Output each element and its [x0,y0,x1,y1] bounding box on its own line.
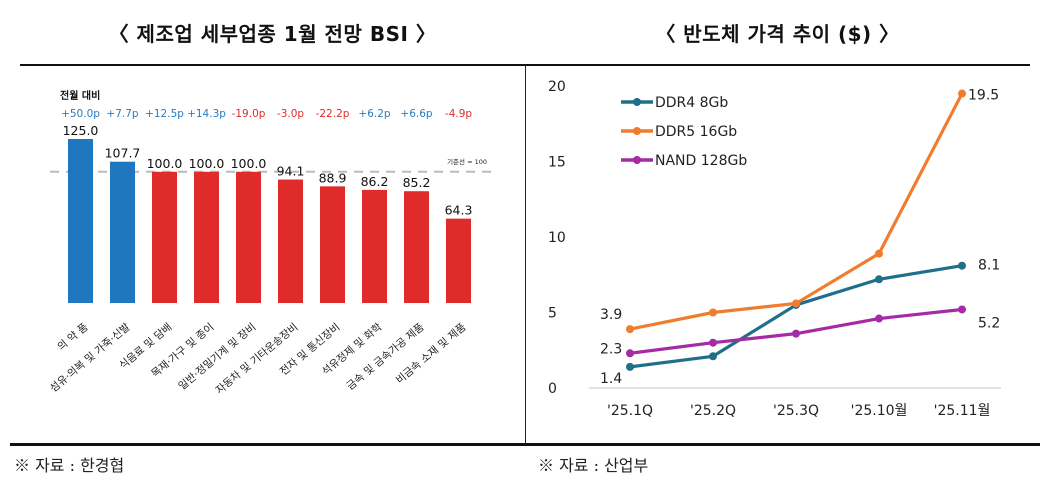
y-tick-label: 10 [548,230,566,246]
data-point [626,349,634,358]
category-label: 의 약 품 [55,321,90,353]
semiconductor-chart-title: 〈 반도체 가격 추이 ($) 〉 [655,22,900,46]
delta-label: -22.2p [316,108,350,120]
data-point [792,329,800,338]
delta-label: +14.3p [187,108,226,120]
data-point [958,305,966,314]
legend-label: NAND 128Gb [655,153,747,169]
delta-label: +6.2p [358,108,390,120]
bar-value-label: 100.0 [147,156,183,171]
data-point [792,299,800,308]
data-point [709,338,717,347]
bar-value-label: 100.0 [189,156,225,171]
data-point [709,308,717,317]
bar-value-label: 88.9 [319,170,347,185]
bar [446,218,471,303]
delta-label: +50.0p [61,108,100,120]
delta-label: -19.0p [232,108,266,120]
data-label: 5.2 [978,315,1000,331]
bar-value-label: 64.3 [445,203,473,218]
delta-label: +7.7p [106,108,138,120]
y-tick-label: 0 [548,381,557,397]
bar [404,191,429,303]
category-label: 섬유·의복 및 가죽·신발 [48,321,133,395]
category-label: 금속 및 금속가공 제품 [344,321,426,393]
source-note-right: ※ 자료 : 산업부 [538,456,649,475]
x-tick-label: '25.11월 [934,403,991,419]
data-point [626,362,634,371]
legend-marker [633,127,641,135]
source-note-left: ※ 자료 : 한경협 [14,456,125,475]
bar [236,171,261,303]
x-tick-label: '25.10월 [851,403,908,419]
category-label: 일반·정밀기계 및 장비 [176,320,259,392]
x-tick-label: '25.2Q [690,403,736,419]
bar-value-label: 107.7 [105,146,141,161]
bar [278,179,303,303]
data-label: 8.1 [978,258,1000,274]
data-point [958,261,966,270]
data-point [626,325,634,334]
reference-line-label: 기준선 = 100 [447,157,487,166]
y-tick-label: 15 [548,155,566,171]
data-point [958,89,966,98]
bar-value-label: 86.2 [361,174,389,189]
bar [362,189,387,303]
delta-label: -3.0p [277,108,304,120]
data-label: 2.3 [600,341,622,357]
legend-label: DDR5 16Gb [655,124,737,140]
bar [320,186,345,303]
bottom-rule [10,443,1040,446]
data-label: 1.4 [600,371,622,387]
y-tick-label: 20 [548,79,566,95]
bar-value-label: 125.0 [63,123,99,138]
data-point [875,275,883,284]
bsi-chart-title: 〈 제조업 세부업종 1월 전망 BSI 〉 [108,22,437,46]
category-label: 자동차 및 기타운송장비 [214,321,301,397]
legend-marker [633,98,641,106]
bar [194,171,219,303]
x-tick-label: '25.3Q [773,403,819,419]
category-label: 비금속 소재 및 제품 [394,321,469,387]
x-tick-label: '25.1Q [607,403,653,419]
y-tick-label: 5 [548,306,557,322]
data-label: 19.5 [968,88,999,104]
data-point [709,352,717,361]
legend-marker [633,156,641,164]
bar [110,161,135,303]
legend-label: DDR4 8Gb [655,95,728,111]
data-point [875,314,883,323]
data-label: 3.9 [600,307,622,323]
bar-value-label: 100.0 [231,156,267,171]
bar [152,171,177,303]
delta-label: +12.5p [145,108,184,120]
delta-header: 전월 대비 [60,89,100,102]
bar [68,139,93,303]
bar-value-label: 94.1 [277,164,305,179]
semiconductor-line-chart: 0 5 10 15 20 '25.1Q '25.2Q '25.3Q '25.10월 '25.11월… [548,79,1001,419]
panel-divider [525,65,526,444]
delta-label: +6.6p [400,108,432,120]
data-point [875,249,883,258]
bar-value-label: 85.2 [403,175,431,190]
delta-label: -4.9p [445,108,472,120]
